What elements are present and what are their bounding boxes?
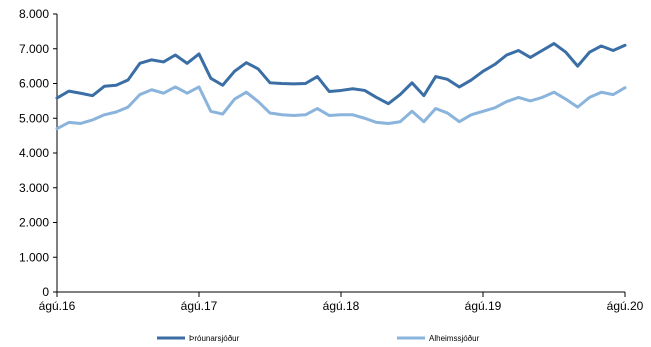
series-line-1 bbox=[55, 42, 627, 106]
x-tick-label: ágú.20 bbox=[607, 299, 644, 313]
x-axis: ágú.16 ágú.17 ágú.18 ágú.19 ágú.20 bbox=[39, 291, 644, 313]
y-tick-label: 3.000 bbox=[19, 181, 49, 195]
legend-label-1: Þróunarsjóður bbox=[189, 334, 240, 343]
x-tick-label: ágú.17 bbox=[181, 299, 218, 313]
y-axis: 0 1.000 2.000 3.000 4.000 5.000 6.000 7.000 8.00… bbox=[19, 7, 58, 299]
y-tick-label: 5.000 bbox=[19, 111, 49, 125]
y-tick-label: 2.000 bbox=[19, 216, 49, 230]
y-tick-label: 0 bbox=[42, 285, 49, 299]
legend: Þróunarsjóður Alheimssjóður bbox=[157, 334, 480, 343]
x-tick-label: ágú.19 bbox=[465, 299, 502, 313]
plot-lines bbox=[55, 42, 627, 131]
series-line-2 bbox=[55, 85, 627, 131]
y-tick-label: 1.000 bbox=[19, 250, 49, 264]
legend-label-2: Alheimssjóður bbox=[429, 334, 480, 343]
y-tick-label: 7.000 bbox=[19, 42, 49, 56]
y-tick-label: 4.000 bbox=[19, 146, 49, 160]
y-tick-label: 6.000 bbox=[19, 77, 49, 91]
x-tick-label: ágú.18 bbox=[323, 299, 360, 313]
x-tick-label: ágú.16 bbox=[39, 299, 76, 313]
y-tick-label: 8.000 bbox=[19, 7, 49, 21]
